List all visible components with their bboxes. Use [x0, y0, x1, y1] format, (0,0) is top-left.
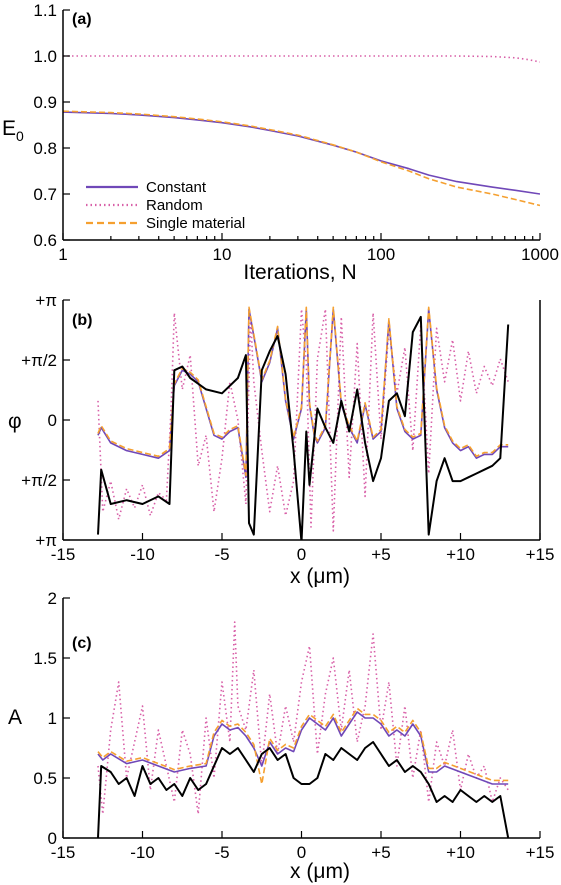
y-tick-label: 1 [48, 709, 57, 728]
series-line-measured [97, 741, 510, 838]
x-tick-label: 100 [367, 245, 395, 264]
x-tick-label: 1 [58, 245, 67, 264]
panel-c-amplitude-chart: -15 -10 -5 0 +5 +10 +15 0 0.5 1 1.5 2 (c) x (μm) A [8, 589, 554, 883]
panel-c-label: (c) [72, 635, 92, 652]
series-group [63, 55, 540, 207]
panel-b-label: (b) [72, 312, 92, 329]
x-tick-label: +5 [371, 545, 390, 564]
panel-a-y-axis-title-main: E [2, 117, 16, 140]
y-tick-label: 1.0 [33, 47, 57, 66]
x-tick-label: 1000 [521, 245, 559, 264]
panel-a-y-axis-title: E0 [2, 117, 24, 144]
panel-b-phase-chart: -15 -10 -5 0 +5 +10 +15 +π +π/2 0 +π/2 +π (b) x (μm… [8, 291, 554, 588]
panel-c-y-axis-title: A [8, 706, 22, 729]
y-tick-label: +π/2 [21, 471, 57, 490]
x-tick-label: +15 [526, 545, 555, 564]
panel-a-energy-chart: 1 10 100 1000 0.6 0.7 0.8 0.9 1.0 1.1 (a) Iterati… [2, 1, 559, 284]
y-tick-label: 0.6 [33, 231, 57, 250]
x-tick-label: -15 [51, 843, 76, 862]
panel-a-y-axis-title-sub: 0 [16, 128, 24, 144]
x-tick-label: +5 [371, 843, 390, 862]
panel-b-plot-area: -15 -10 -5 0 +5 +10 +15 +π +π/2 0 +π/2 +π [21, 291, 554, 564]
panel-c-plot-area: -15 -10 -5 0 +5 +10 +15 0 0.5 1 1.5 2 [33, 589, 554, 862]
y-tick-label: 0.8 [33, 139, 57, 158]
series-line-measured [97, 315, 510, 540]
y-tick-label: 0 [48, 829, 57, 848]
x-tick-label: +10 [446, 843, 475, 862]
y-tick-label: 2 [48, 589, 57, 608]
y-tick-label: 1.1 [33, 1, 57, 20]
panel-a-legend: Constant Random Single material [86, 179, 245, 232]
series-line-constant [63, 111, 540, 195]
panel-a-label: (a) [72, 11, 92, 28]
y-tick-label: 0.9 [33, 93, 57, 112]
legend-constant-label: Constant [146, 179, 207, 196]
y-tick-label: +π/2 [21, 351, 57, 370]
panel-a-x-axis-title: Iterations, N [243, 261, 356, 284]
x-tick-label: +10 [446, 545, 475, 564]
series-line-single-material [97, 306, 509, 477]
x-tick-label: 0 [297, 545, 306, 564]
x-tick-label: 10 [213, 245, 232, 264]
x-tick-label: -5 [214, 545, 229, 564]
x-tick-label: -5 [214, 843, 229, 862]
y-tick-label: +π [35, 291, 57, 310]
series-line-constant [97, 308, 509, 479]
x-tick-label: 0 [297, 843, 306, 862]
series-group [97, 306, 510, 540]
y-tick-label: 0 [48, 411, 57, 430]
panel-b-y-axis-title: φ [8, 410, 22, 433]
y-tick-label: +π [35, 531, 57, 550]
legend-random-label: Random [146, 197, 203, 214]
series-line-random [97, 621, 509, 815]
series-line-random [63, 55, 540, 63]
series-line-single-material [63, 110, 540, 207]
y-tick-label: 1.5 [33, 649, 57, 668]
series-line-single-material [97, 707, 509, 785]
x-tick-label: -10 [130, 545, 155, 564]
panel-c-x-axis-title: x (μm) [290, 860, 350, 883]
legend-single-label: Single material [146, 215, 245, 232]
y-tick-label: 0.7 [33, 185, 57, 204]
x-tick-label: -15 [51, 545, 76, 564]
panel-b-x-axis-title: x (μm) [290, 565, 350, 588]
x-tick-label: -10 [130, 843, 155, 862]
panel-a-plot-area: 1 10 100 1000 0.6 0.7 0.8 0.9 1.0 1.1 [33, 1, 559, 264]
x-tick-label: +15 [526, 843, 555, 862]
y-tick-label: 0.5 [33, 769, 57, 788]
series-group [97, 621, 510, 838]
